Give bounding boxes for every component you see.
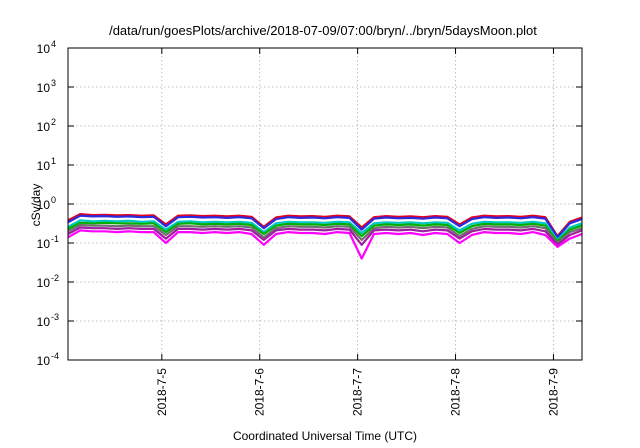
x-tick-label: 2018-7-8 — [449, 368, 463, 416]
x-tick-label: 2018-7-7 — [351, 368, 365, 416]
y-tick-label: 10 — [37, 120, 51, 134]
series-line-4 — [67, 221, 583, 243]
y-tick-exponent: -1 — [51, 234, 59, 244]
y-tick-exponent: -3 — [51, 312, 59, 322]
x-tick-label: 2018-7-9 — [546, 368, 560, 416]
series-group — [67, 213, 583, 260]
x-tick-label: 2018-7-6 — [253, 368, 267, 416]
y-tick-label: 10 — [37, 354, 51, 368]
series-line-3 — [67, 219, 583, 241]
series-line-1 — [67, 213, 583, 238]
y-tick-exponent: 4 — [51, 39, 56, 49]
y-tick-label: 10 — [37, 237, 51, 251]
chart-title: /data/run/goesPlots/archive/2018-07-09/0… — [109, 23, 537, 38]
y-tick-exponent: 3 — [51, 78, 56, 88]
y-tick-exponent: -4 — [51, 351, 59, 361]
y-tick-exponent: 2 — [51, 117, 56, 127]
series-line-5 — [67, 223, 583, 245]
x-tick-label: 2018-7-5 — [155, 368, 169, 416]
y-tick-label: 10 — [37, 42, 51, 56]
y-tick-label: 10 — [37, 315, 51, 329]
grid — [68, 48, 582, 360]
y-tick-label: 10 — [37, 198, 51, 212]
y-axis-label: cSv/day — [29, 184, 43, 227]
y-tick-exponent: 0 — [51, 195, 56, 205]
series-line-2 — [67, 214, 583, 239]
y-tick-exponent: -2 — [51, 273, 59, 283]
y-tick-label: 10 — [37, 276, 51, 290]
y-tick-exponent: 1 — [51, 156, 56, 166]
series-line-7 — [67, 229, 583, 260]
x-axis-label: Coordinated Universal Time (UTC) — [233, 429, 417, 443]
y-tick-label: 10 — [37, 81, 51, 95]
x-axis: 2018-7-5 2018-7-6 2018-7-7 2018-7-8 2018-7-9 — [155, 48, 560, 416]
series-line-6 — [67, 226, 583, 246]
y-tick-label: 10 — [37, 159, 51, 173]
